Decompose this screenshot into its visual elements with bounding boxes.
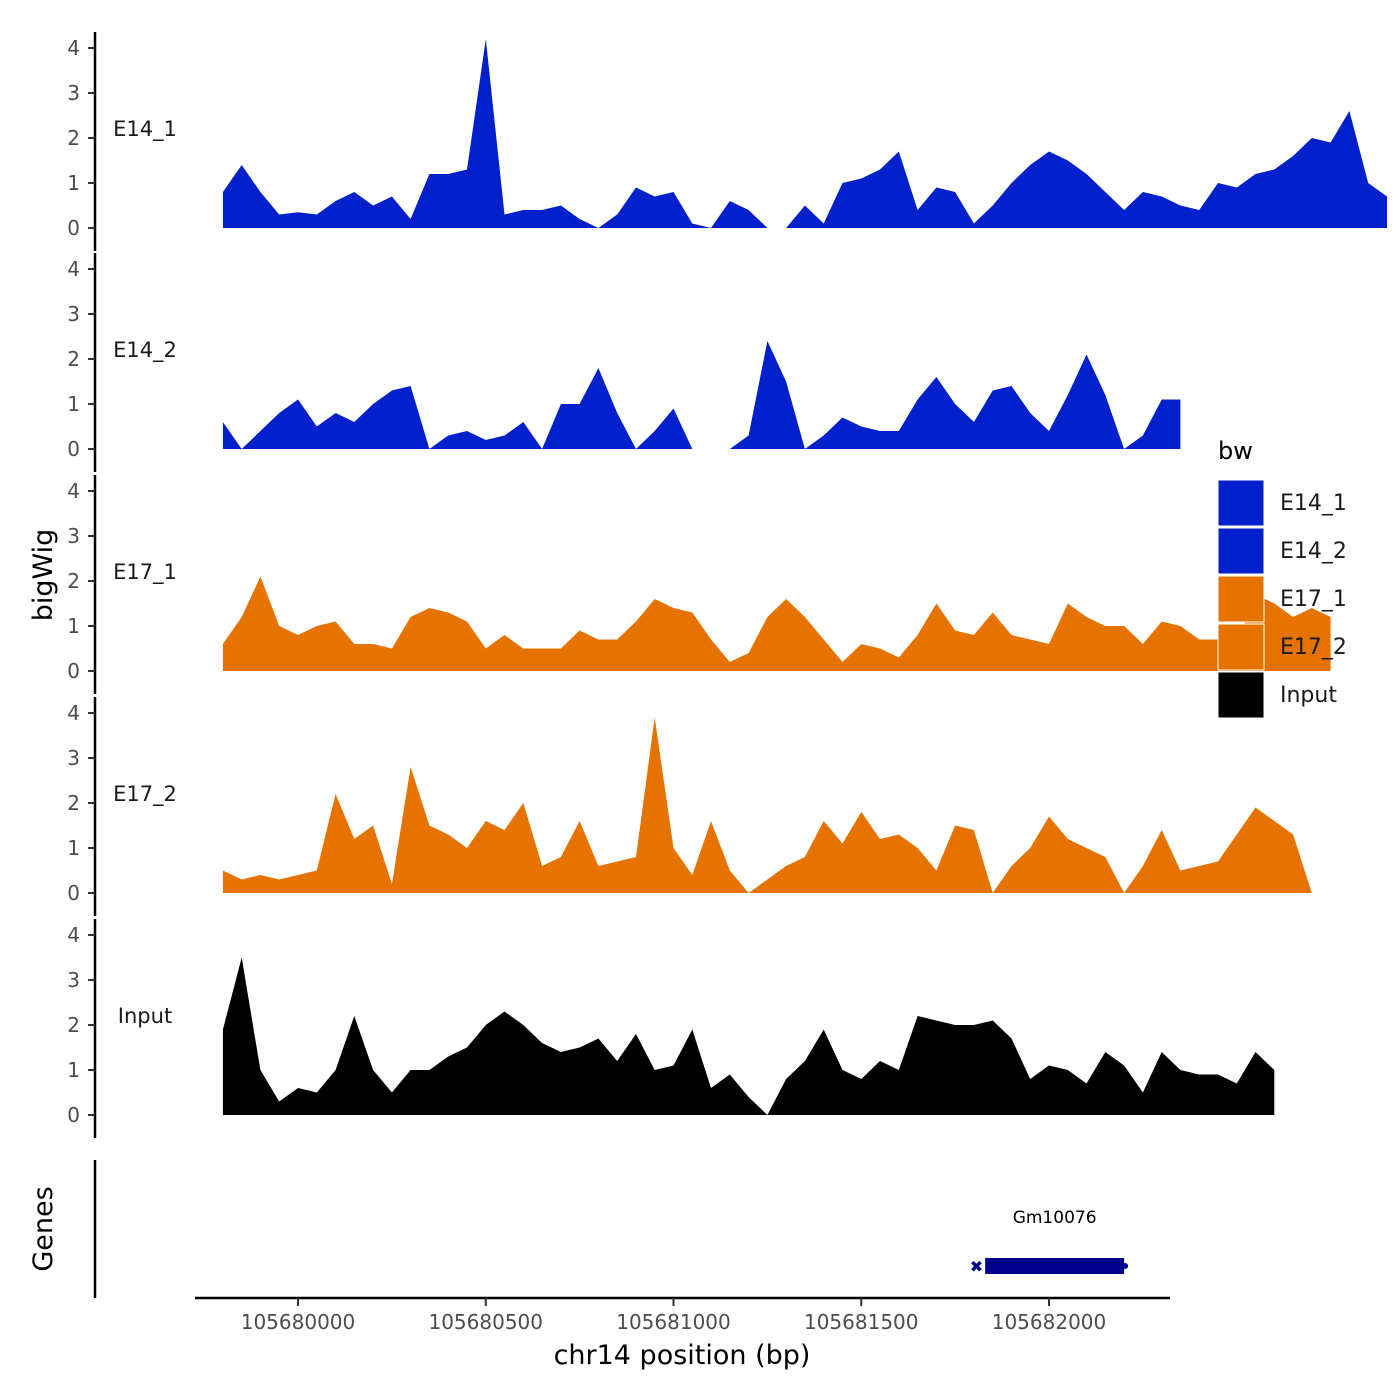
signal-tracks: 0 1 2 3 4 E14_1 0 1 2 3 4 E14_2 0 1 2 3 4 E17_1 0 1 2 3 4 E17_2…	[67, 32, 1387, 1138]
y-tick-label-Input-1: 1	[67, 1058, 80, 1082]
y-tick-label-E17_2-2: 2	[67, 791, 80, 815]
y-tick-label-E17_1-1: 1	[67, 614, 80, 638]
legend-label-E17_2: E17_2	[1280, 635, 1347, 660]
y-tick-label-E17_1-2: 2	[67, 569, 80, 593]
x-axis-title: chr14 position (bp)	[554, 1340, 811, 1371]
area-E17_2	[222, 717, 1312, 893]
x-ticks: 105680000 105680500 105681000 105681500 1056…	[241, 1298, 1107, 1334]
gene-features: ✖ Gm10076	[970, 1208, 1129, 1276]
track-E17_1: 0 1 2 3 4 E17_1	[67, 475, 1331, 694]
y-tick-label-E14_1-4: 4	[67, 36, 80, 60]
y-tick-label-E14_1-0: 0	[67, 216, 80, 240]
y-tick-label-Input-3: 3	[67, 968, 80, 992]
gene-end-marker-Gm10076	[1122, 1263, 1129, 1269]
y-tick-label-Input-2: 2	[67, 1013, 80, 1037]
y-tick-label-E14_2-0: 0	[67, 437, 80, 461]
legend-swatch-E14_2	[1217, 527, 1265, 575]
x-axis: 105680000 105680500 105681000 105681500 1056…	[195, 1296, 1170, 1371]
legend-swatch-E17_2	[1217, 623, 1265, 671]
legend-swatch-Input	[1217, 671, 1265, 719]
legend-title: bw	[1218, 437, 1253, 465]
y-tick-label-E17_2-1: 1	[67, 836, 80, 860]
y-tick-label-E14_2-2: 2	[67, 347, 80, 371]
x-tick-label-105680000: 105680000	[241, 1310, 356, 1334]
y-tick-label-E17_1-3: 3	[67, 524, 80, 548]
y-tick-label-E14_2-1: 1	[67, 392, 80, 416]
legend-swatch-E14_1	[1217, 479, 1265, 527]
y-axis-title: bigWig	[28, 529, 59, 622]
legend-swatch-E17_1	[1217, 575, 1265, 623]
y-tick-label-E14_2-4: 4	[67, 257, 80, 281]
legend-label-Input: Input	[1280, 683, 1337, 708]
legend-label-E14_1: E14_1	[1280, 491, 1347, 516]
area-E14_2	[222, 341, 1181, 449]
legend-items: E14_1 E14_2 E17_1 E17_2 Input	[1217, 479, 1347, 719]
area-E14_1	[222, 39, 1387, 228]
y-tick-label-E14_1-2: 2	[67, 126, 80, 150]
x-tick-label-105681000: 105681000	[616, 1310, 731, 1334]
y-tick-label-E17_2-4: 4	[67, 701, 80, 725]
gene-label-Gm10076: Gm10076	[1013, 1208, 1097, 1228]
track-Input: 0 1 2 3 4 Input	[67, 919, 1275, 1138]
legend-label-E17_1: E17_1	[1280, 587, 1347, 612]
area-E17_1	[222, 576, 1331, 671]
y-tick-label-E17_2-0: 0	[67, 881, 80, 905]
track-E14_1: 0 1 2 3 4 E14_1	[67, 32, 1387, 251]
track-label-E14_1: E14_1	[113, 117, 177, 142]
track-label-E17_1: E17_1	[113, 560, 177, 585]
track-E14_2: 0 1 2 3 4 E14_2	[67, 253, 1181, 472]
gene-strand-marker-Gm10076: ✖	[970, 1257, 983, 1276]
track-label-E14_2: E14_2	[113, 338, 177, 363]
x-tick-label-105680500: 105680500	[428, 1310, 543, 1334]
area-Input	[222, 957, 1275, 1115]
genes-track-title: Genes	[28, 1186, 59, 1271]
track-label-E17_2: E17_2	[113, 782, 177, 807]
y-tick-label-Input-4: 4	[67, 923, 80, 947]
x-tick-label-105682000: 105682000	[992, 1310, 1107, 1334]
gene-body-Gm10076	[985, 1258, 1125, 1274]
y-tick-label-Input-0: 0	[67, 1103, 80, 1127]
y-tick-label-E17_1-0: 0	[67, 659, 80, 683]
y-tick-label-E14_1-1: 1	[67, 171, 80, 195]
track-label-Input: Input	[118, 1004, 172, 1028]
y-tick-label-E17_1-4: 4	[67, 479, 80, 503]
y-tick-label-E14_1-3: 3	[67, 81, 80, 105]
y-tick-label-E14_2-3: 3	[67, 302, 80, 326]
x-tick-label-105681500: 105681500	[804, 1310, 919, 1334]
genes-panel: Genes ✖ Gm10076	[28, 1160, 1129, 1298]
y-tick-label-E17_2-3: 3	[67, 746, 80, 770]
legend-label-E14_2: E14_2	[1280, 539, 1347, 564]
legend: bw E14_1 E14_2 E17_1 E17_2 Input	[1217, 437, 1347, 719]
track-E17_2: 0 1 2 3 4 E17_2	[67, 697, 1312, 916]
